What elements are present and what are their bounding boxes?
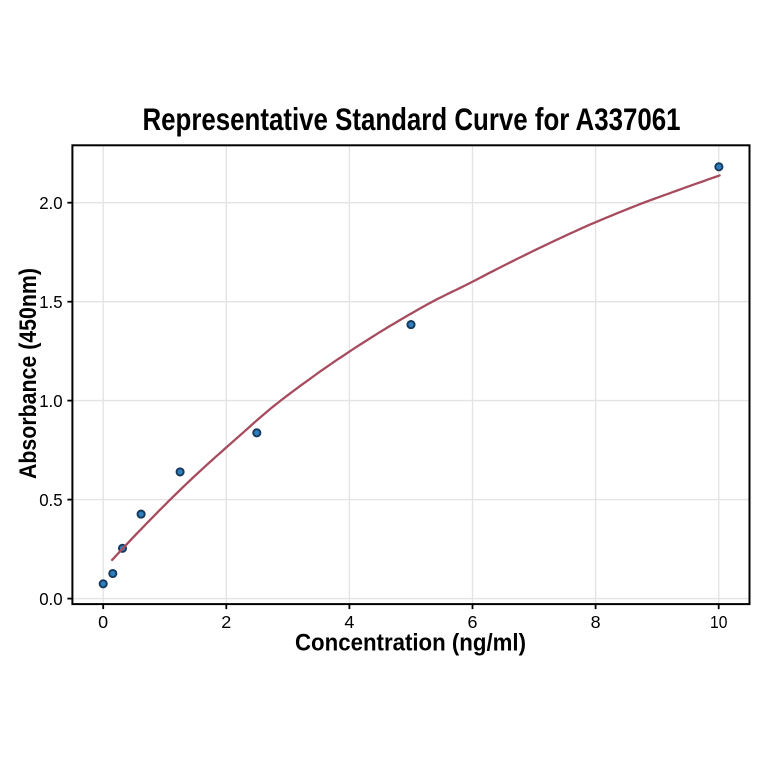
svg-text:10: 10: [710, 612, 728, 632]
svg-text:2: 2: [221, 612, 231, 632]
svg-text:0.0: 0.0: [39, 589, 63, 609]
svg-text:0.5: 0.5: [39, 490, 63, 510]
svg-text:Absorbance (450nm): Absorbance (450nm): [16, 268, 42, 479]
svg-text:2.0: 2.0: [39, 193, 63, 213]
svg-text:1.5: 1.5: [39, 292, 63, 312]
svg-text:0: 0: [98, 612, 108, 632]
svg-text:Concentration (ng/ml): Concentration (ng/ml): [295, 631, 526, 657]
svg-text:4: 4: [344, 612, 354, 632]
svg-text:Representative Standard Curve: Representative Standard Curve for A33706…: [143, 102, 681, 137]
svg-text:8: 8: [591, 612, 601, 632]
svg-text:1.0: 1.0: [39, 391, 63, 411]
svg-text:6: 6: [468, 612, 478, 632]
